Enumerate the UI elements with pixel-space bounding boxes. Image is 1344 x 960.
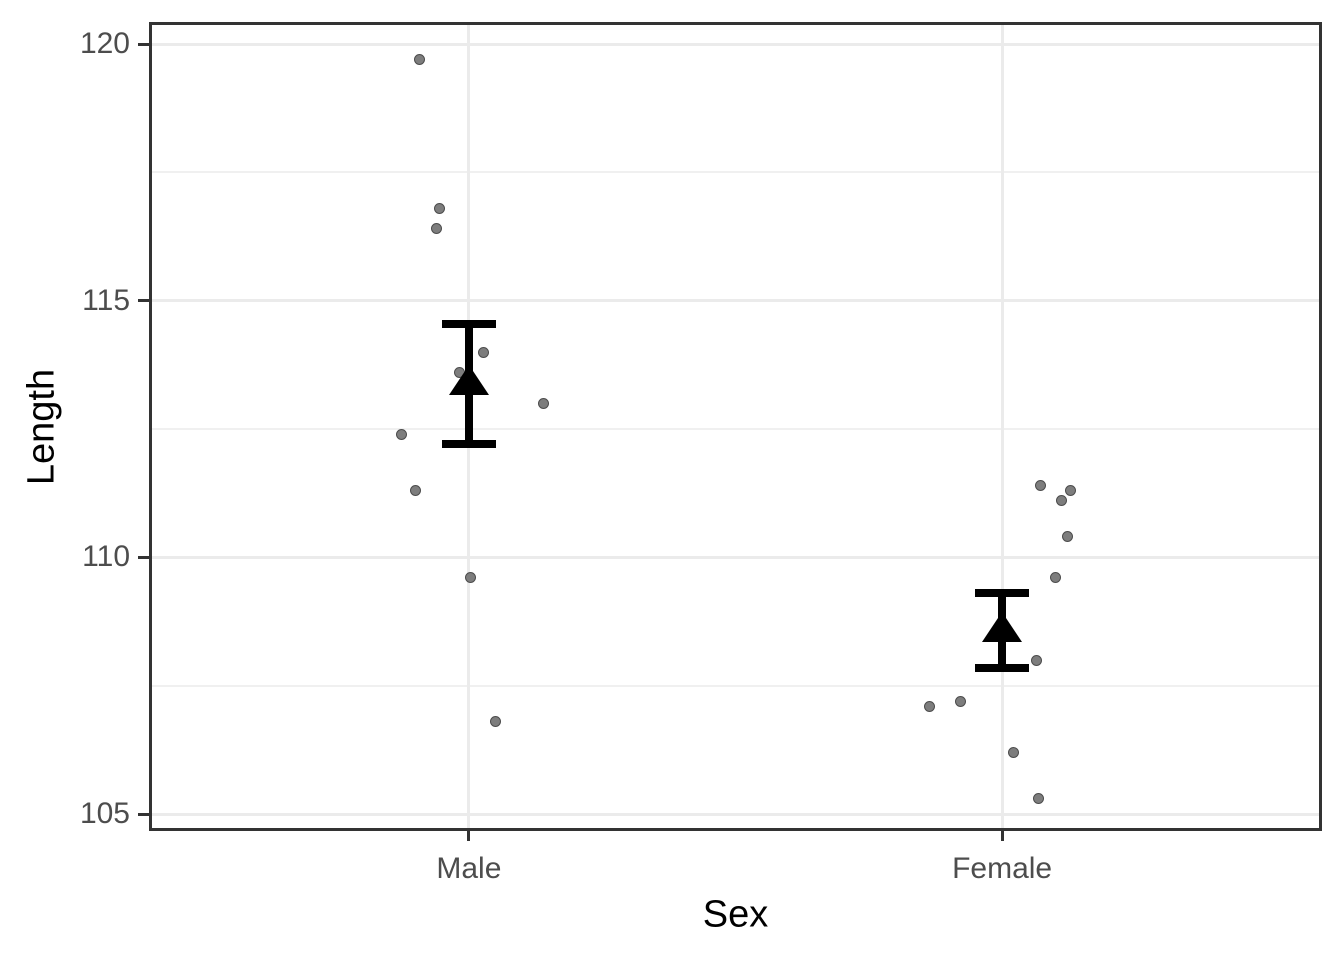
data-point [1061, 531, 1073, 543]
x-axis-title: Sex [702, 893, 769, 936]
x-tick-label-female: Female [952, 852, 1053, 885]
gridline-minor-y [149, 171, 1322, 174]
data-point [538, 397, 550, 409]
data-point [396, 428, 408, 440]
gridline-minor-y [149, 684, 1322, 687]
data-point [1064, 485, 1076, 497]
data-point [1030, 654, 1042, 666]
y-axis-tick [138, 555, 149, 559]
gridline-major-y [149, 555, 1322, 559]
y-tick-label: 115 [82, 283, 130, 317]
plot-panel [149, 22, 1322, 831]
y-axis-tick [138, 812, 149, 816]
mean-marker-triangle [982, 611, 1023, 642]
y-tick-label: 105 [79, 797, 130, 831]
errorbar-cap-upper [975, 589, 1030, 598]
data-point [414, 53, 426, 65]
x-axis-tick [1000, 831, 1004, 841]
gridline-minor-y [149, 428, 1322, 431]
gridline-major-y [149, 812, 1322, 816]
data-point [434, 202, 446, 214]
data-point [1055, 495, 1067, 507]
data-point [478, 346, 490, 358]
errorbar-cap-lower [441, 440, 496, 449]
y-axis-title: Length [20, 368, 63, 485]
y-tick-label: 120 [79, 27, 130, 61]
data-point [490, 716, 502, 728]
x-tick-label-male: Male [436, 852, 502, 885]
y-axis-tick [138, 299, 149, 303]
data-point [954, 695, 966, 707]
errorbar-cap-upper [441, 319, 496, 328]
data-point [431, 223, 443, 235]
data-point [1032, 793, 1044, 805]
gridline-major-y [149, 42, 1322, 46]
data-point [1049, 572, 1061, 584]
mean-marker-triangle [448, 365, 489, 396]
data-point [1007, 746, 1019, 758]
errorbar-cap-lower [975, 663, 1030, 672]
data-point [465, 572, 477, 584]
gridline-major-x [1000, 22, 1004, 831]
y-axis-tick [138, 42, 149, 46]
data-point [923, 700, 935, 712]
data-point [1034, 480, 1046, 492]
gridline-major-y [149, 299, 1322, 303]
x-axis-tick [467, 831, 471, 841]
data-point [410, 485, 422, 497]
y-tick-label: 110 [82, 540, 130, 574]
